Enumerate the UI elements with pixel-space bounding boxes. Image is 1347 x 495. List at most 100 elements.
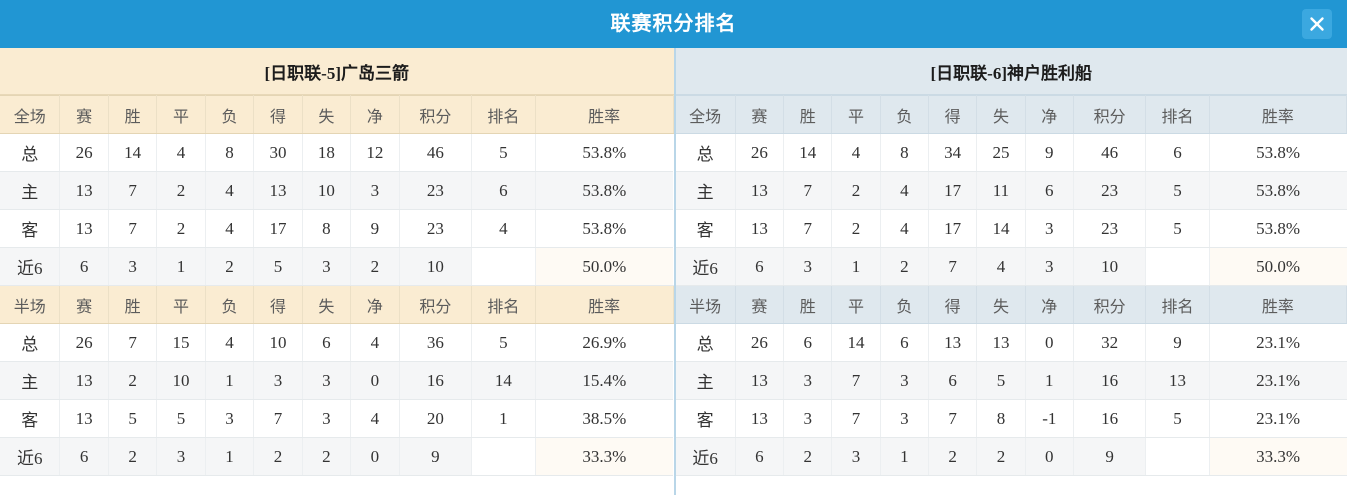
cell-played: 13 — [735, 361, 785, 400]
dialog-title: 联赛积分排名 — [610, 13, 737, 35]
table-row[interactable]: 主 13 7 2 4 17 11 6 23 5 53.8% — [675, 171, 1347, 210]
table-row[interactable]: 总 26 7 15 4 10 6 4 36 5 26.9% — [0, 323, 673, 362]
table-row[interactable]: 主 13 7 2 4 13 10 3 23 6 53.8% — [0, 171, 673, 210]
cell-draw: 14 — [831, 323, 881, 362]
col-header-goal-diff: 净 — [1025, 95, 1074, 134]
cell-win: 2 — [783, 437, 833, 476]
cell-goals-against: 25 — [976, 133, 1026, 172]
cell-draw: 1 — [831, 247, 881, 286]
row-label: 主 — [0, 361, 61, 400]
cell-rank: 1 — [471, 399, 536, 438]
cell-goals-against: 3 — [302, 247, 352, 286]
row-label: 主 — [675, 361, 736, 400]
cell-played: 13 — [59, 399, 109, 438]
team-name-right: [日职联-6]神户胜利船 — [675, 48, 1347, 95]
cell-draw: 2 — [156, 209, 206, 248]
table-row[interactable]: 近6 6 3 1 2 7 4 3 10 50.0% — [675, 247, 1347, 286]
table-row[interactable]: 近6 6 2 3 1 2 2 0 9 33.3% — [675, 437, 1347, 476]
cell-draw: 4 — [156, 133, 206, 172]
cell-win-rate: 23.1% — [1209, 399, 1347, 438]
col-header-draw: 平 — [831, 285, 881, 324]
cell-draw: 7 — [831, 399, 881, 438]
team-name-left: [日职联-5]广岛三箭 — [0, 48, 674, 95]
table-header-row-halftime-right: 半场 赛 胜 平 负 得 失 净 积分 排名 胜率 — [675, 285, 1347, 324]
col-header-loss: 负 — [880, 95, 930, 134]
cell-goal-diff: 0 — [350, 361, 400, 400]
col-header-goals-for: 得 — [928, 285, 978, 324]
cell-goal-diff: 6 — [1025, 171, 1074, 210]
cell-goal-diff: -1 — [1025, 399, 1074, 438]
cell-goals-for: 10 — [253, 323, 303, 362]
cell-draw: 2 — [156, 171, 206, 210]
row-label: 近6 — [675, 437, 736, 476]
row-label: 主 — [0, 171, 61, 210]
table-row[interactable]: 主 13 3 7 3 6 5 1 16 13 23.1% — [675, 361, 1347, 400]
cell-rank: 5 — [471, 133, 536, 172]
close-button[interactable] — [1302, 9, 1332, 39]
cell-rank: 6 — [1145, 133, 1210, 172]
table-row[interactable]: 主 13 2 10 1 3 3 0 16 14 15.4% — [0, 361, 673, 400]
cell-rank: 5 — [1145, 171, 1210, 210]
cell-points: 9 — [399, 437, 473, 476]
row-label: 总 — [0, 323, 61, 362]
row-label: 客 — [0, 209, 61, 248]
cell-points: 10 — [1073, 247, 1147, 286]
col-header-points: 积分 — [1073, 95, 1147, 134]
col-header-draw: 平 — [156, 95, 206, 134]
cell-goals-for: 3 — [253, 361, 303, 400]
table-row[interactable]: 客 13 7 2 4 17 8 9 23 4 53.8% — [0, 209, 673, 248]
cell-goal-diff: 3 — [1025, 247, 1074, 286]
table-row[interactable]: 总 26 14 4 8 34 25 9 46 6 53.8% — [675, 133, 1347, 172]
cell-played: 6 — [735, 437, 785, 476]
table-row[interactable]: 总 26 14 4 8 30 18 12 46 5 53.8% — [0, 133, 673, 172]
cell-goals-against: 3 — [302, 399, 352, 438]
col-header-points: 积分 — [399, 285, 473, 324]
cell-loss: 6 — [880, 323, 930, 362]
cell-goals-against: 4 — [976, 247, 1026, 286]
cell-draw: 3 — [831, 437, 881, 476]
cell-goals-for: 17 — [928, 209, 978, 248]
cell-loss: 3 — [880, 399, 930, 438]
cell-win-rate: 53.8% — [535, 171, 673, 210]
cell-points: 46 — [399, 133, 473, 172]
cell-rank: 5 — [1145, 209, 1210, 248]
col-header-rank: 排名 — [1145, 95, 1210, 134]
panels-container: [日职联-5]广岛三箭 全场 赛 胜 平 负 得 失 — [0, 48, 1347, 495]
cell-goals-for: 2 — [928, 437, 978, 476]
cell-played: 13 — [59, 361, 109, 400]
table-row[interactable]: 客 13 7 2 4 17 14 3 23 5 53.8% — [675, 209, 1347, 248]
table-row[interactable]: 客 13 5 5 3 7 3 4 20 1 38.5% — [0, 399, 673, 438]
cell-loss: 2 — [205, 247, 255, 286]
cell-points: 32 — [1073, 323, 1147, 362]
table-row[interactable]: 近6 6 3 1 2 5 3 2 10 50.0% — [0, 247, 673, 286]
cell-goal-diff: 0 — [1025, 437, 1074, 476]
cell-goals-for: 17 — [253, 209, 303, 248]
table-row[interactable]: 客 13 3 7 3 7 8 -1 16 5 23.1% — [675, 399, 1347, 438]
cell-played: 26 — [59, 133, 109, 172]
cell-played: 6 — [59, 437, 109, 476]
cell-win-rate: 26.9% — [535, 323, 673, 362]
table-row[interactable]: 近6 6 2 3 1 2 2 0 9 33.3% — [0, 437, 673, 476]
cell-goals-for: 13 — [928, 323, 978, 362]
col-header-win-rate: 胜率 — [1209, 285, 1347, 324]
cell-played: 13 — [735, 171, 785, 210]
cell-played: 26 — [59, 323, 109, 362]
cell-win: 7 — [108, 171, 158, 210]
col-header-draw: 平 — [156, 285, 206, 324]
col-header-draw: 平 — [831, 95, 881, 134]
cell-goals-for: 2 — [253, 437, 303, 476]
col-header-rank: 排名 — [471, 95, 536, 134]
col-header-scope: 半场 — [675, 285, 736, 324]
cell-points: 36 — [399, 323, 473, 362]
cell-win: 3 — [783, 361, 833, 400]
cell-goals-for: 5 — [253, 247, 303, 286]
cell-goal-diff: 2 — [350, 247, 400, 286]
col-header-win-rate: 胜率 — [535, 95, 674, 134]
cell-rank: 9 — [1145, 323, 1210, 362]
cell-points: 23 — [399, 209, 473, 248]
cell-goal-diff: 4 — [350, 323, 400, 362]
table-row[interactable]: 总 26 6 14 6 13 13 0 32 9 23.1% — [675, 323, 1347, 362]
cell-played: 26 — [735, 323, 785, 362]
col-header-goals-against: 失 — [976, 285, 1026, 324]
